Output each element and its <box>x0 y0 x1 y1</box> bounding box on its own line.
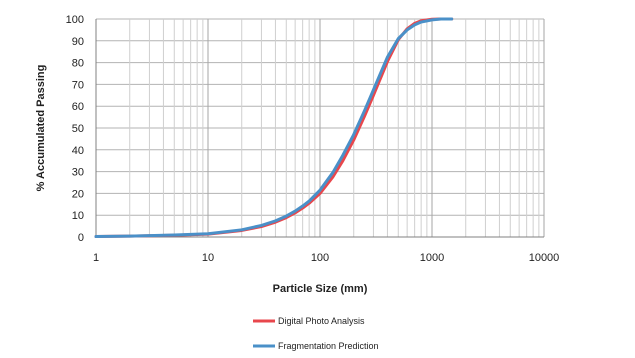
series-line-fragmentation-prediction <box>94 17 454 239</box>
grid-layer <box>95 18 545 238</box>
y-tick-label: 40 <box>72 145 84 157</box>
x-tick-label: 10 <box>202 252 214 264</box>
x-tick-label: 10000 <box>529 252 560 264</box>
axis-layer <box>95 19 544 238</box>
y-tick-label: 100 <box>66 14 84 26</box>
y-tick-label: 30 <box>72 167 84 179</box>
y-tick-label: 70 <box>72 79 84 91</box>
legend: Digital Photo Analysis Fragmentation Pre… <box>253 316 379 351</box>
y-tick-label: 10 <box>72 210 84 222</box>
series-layer <box>94 17 454 239</box>
y-tick-label: 80 <box>72 58 84 70</box>
x-tick-label: 100 <box>311 252 329 264</box>
legend-label-fragmentation-prediction: Fragmentation Prediction <box>278 341 379 351</box>
legend-label-digital-photo-analysis: Digital Photo Analysis <box>278 316 365 326</box>
y-tick-label: 0 <box>78 232 84 244</box>
y-tick-label: 90 <box>72 36 84 48</box>
y-tick-label: 60 <box>72 101 84 113</box>
x-tick-label: 1 <box>93 252 99 264</box>
x-tick-label: 1000 <box>420 252 444 264</box>
y-axis-title: % Accumulated Passing <box>35 65 47 192</box>
x-axis-title: Particle Size (mm) <box>273 283 368 295</box>
y-tick-label: 50 <box>72 123 84 135</box>
y-tick-label: 20 <box>72 188 84 200</box>
